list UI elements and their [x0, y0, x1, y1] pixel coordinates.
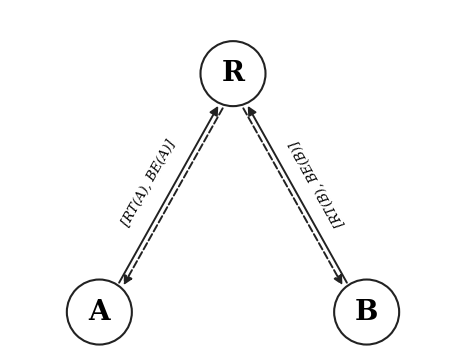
Text: A: A — [89, 298, 110, 325]
Circle shape — [200, 41, 266, 106]
Text: [RT(B), BE(B)]: [RT(B), BE(B)] — [288, 138, 347, 229]
Text: [RT(A), BE(A)]: [RT(A), BE(A)] — [120, 138, 178, 228]
Text: B: B — [355, 298, 378, 325]
Circle shape — [67, 280, 132, 345]
Text: R: R — [221, 60, 245, 87]
Circle shape — [334, 280, 399, 345]
